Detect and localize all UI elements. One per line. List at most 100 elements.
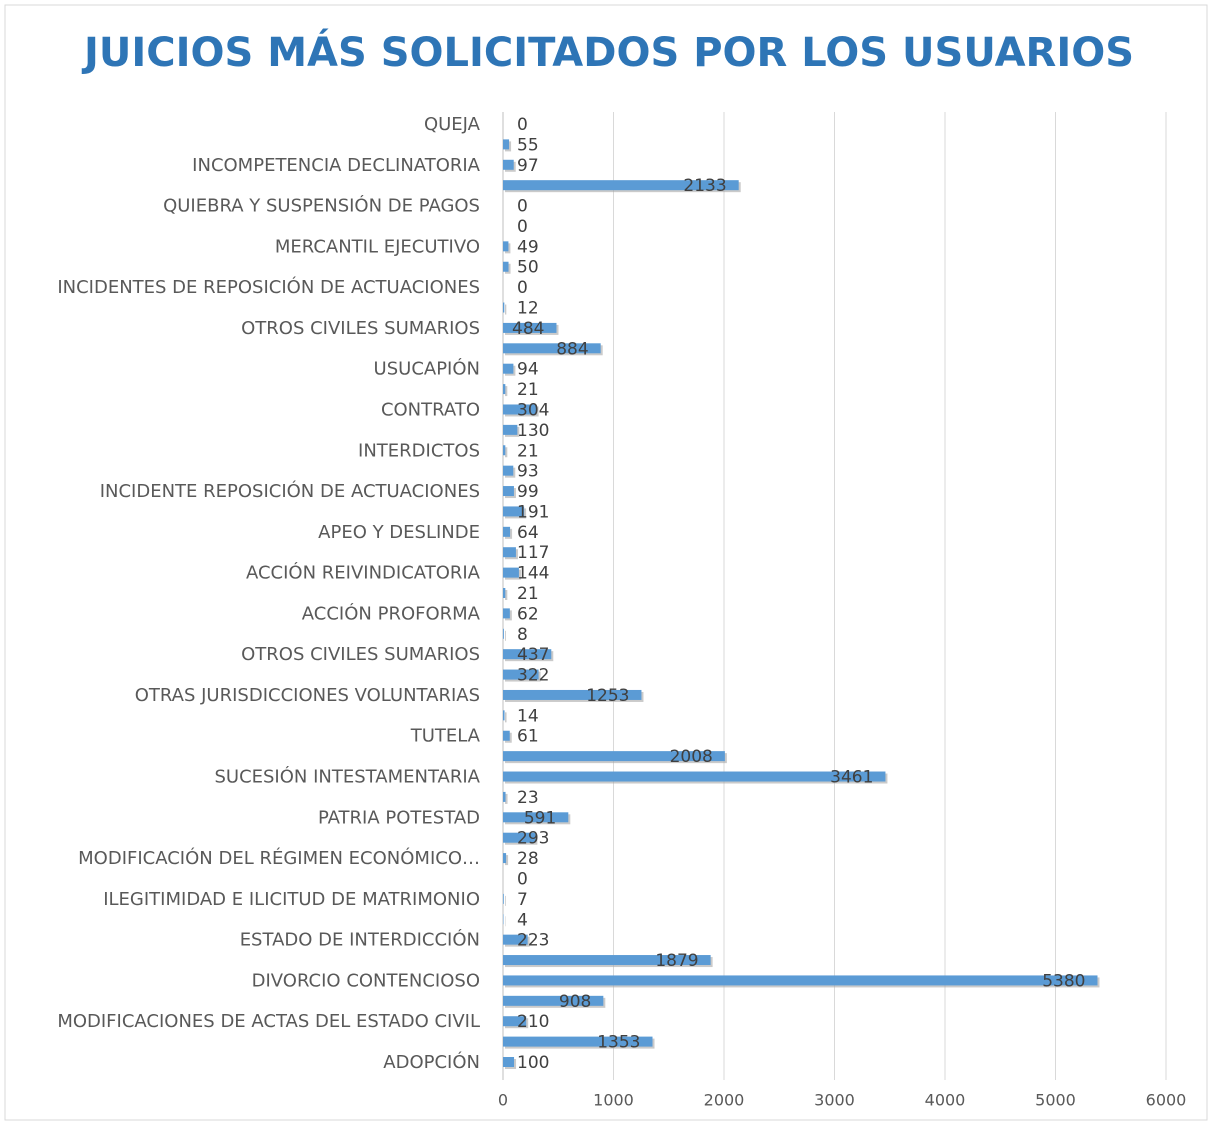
y-tick-label: QUEJA: [424, 114, 481, 135]
value-label: 99: [517, 482, 539, 502]
y-tick-label: MODIFICACIÓN DEL RÉGIMEN ECONÓMICO…: [78, 847, 480, 869]
value-label: 117: [517, 543, 549, 563]
value-label: 0: [517, 217, 528, 237]
x-tick-label: 6000: [1146, 1091, 1187, 1110]
value-label: 908: [559, 992, 591, 1012]
value-label: 12: [517, 299, 539, 319]
value-label: 210: [517, 1012, 549, 1032]
bar: [503, 466, 513, 476]
y-tick-label: CONTRATO: [381, 399, 480, 420]
y-tick-label: ADOPCIÓN: [383, 1051, 480, 1073]
value-label: 591: [524, 808, 556, 828]
value-label: 55: [517, 135, 539, 155]
bar: [503, 445, 505, 455]
x-tick-label: 5000: [1035, 1091, 1076, 1110]
x-tick-label: 3000: [814, 1091, 855, 1110]
value-label: 130: [517, 421, 549, 441]
bar-shadow: [505, 631, 506, 641]
chart-frame: [5, 5, 1207, 1120]
value-label: 293: [517, 829, 549, 849]
bar: [503, 486, 514, 496]
value-label: 28: [517, 849, 539, 869]
value-label: 4: [517, 910, 528, 930]
y-tick-label: INTERDICTOS: [358, 440, 480, 461]
value-label: 21: [517, 380, 539, 400]
y-tick-label: ACCIÓN REIVINDICATORIA: [246, 562, 481, 584]
value-label: 1253: [586, 686, 629, 706]
value-label: 322: [517, 666, 549, 686]
value-label: 5380: [1042, 971, 1085, 991]
value-label: 21: [517, 584, 539, 604]
bar-shadow: [505, 447, 507, 457]
y-tick-label: ILEGITIMIDAD E ILICITUD DE MATRIMONIO: [103, 889, 480, 910]
value-label: 94: [517, 360, 539, 380]
value-label: 0: [517, 115, 528, 135]
bar: [503, 160, 514, 170]
y-tick-label: OTROS CIVILES SUMARIOS: [241, 644, 480, 665]
value-label: 884: [556, 339, 588, 359]
bar: [503, 527, 510, 537]
value-label: 1879: [655, 951, 698, 971]
value-label: 223: [517, 931, 549, 951]
x-tick-label: 0: [498, 1091, 508, 1110]
value-label: 100: [517, 1053, 549, 1073]
y-tick-label: DIVORCIO CONTENCIOSO: [252, 970, 480, 991]
bar: [503, 384, 505, 394]
y-tick-label: PATRIA POTESTAD: [318, 807, 480, 828]
value-label: 23: [517, 788, 539, 808]
bar: [503, 975, 1097, 985]
bar: [503, 547, 516, 557]
y-tick-label: OTROS CIVILES SUMARIOS: [241, 318, 480, 339]
value-label: 21: [517, 441, 539, 461]
value-label: 61: [517, 727, 539, 747]
y-tick-label: INCIDENTES DE REPOSICIÓN DE ACTUACIONES: [57, 276, 480, 298]
bar: [503, 853, 506, 863]
bar: [503, 588, 505, 598]
y-tick-label: ACCIÓN PROFORMA: [302, 602, 481, 624]
bar-shadow: [505, 896, 506, 906]
y-tick-label: INCOMPETENCIA DECLINATORIA: [192, 155, 481, 176]
value-label: 304: [517, 400, 549, 420]
bar: [503, 303, 504, 313]
value-label: 8: [517, 625, 528, 645]
value-label: 484: [512, 319, 544, 339]
y-tick-label: USUCAPIÓN: [374, 358, 480, 380]
y-tick-label: MODIFICACIONES DE ACTAS DEL ESTADO CIVIL: [57, 1011, 480, 1032]
y-tick-label: MERCANTIL EJECUTIVO: [275, 236, 480, 257]
bar: [503, 894, 504, 904]
y-tick-label: ESTADO DE INTERDICCIÓN: [240, 929, 480, 951]
value-label: 7: [517, 890, 528, 910]
value-label: 3461: [830, 768, 873, 788]
value-label: 1353: [597, 1033, 640, 1053]
value-label: 93: [517, 462, 539, 482]
bar: [503, 772, 885, 782]
y-tick-label: QUIEBRA Y SUSPENSIÓN DE PAGOS: [163, 195, 480, 217]
y-tick-label: APEO Y DESLINDE: [318, 522, 480, 543]
x-tick-label: 4000: [925, 1091, 966, 1110]
bar-shadow: [505, 305, 506, 315]
value-label: 2133: [683, 176, 726, 196]
value-label: 0: [517, 197, 528, 217]
value-label: 437: [517, 645, 549, 665]
value-label: 97: [517, 156, 539, 176]
bar: [503, 710, 505, 720]
value-label: 191: [517, 502, 549, 522]
bar: [503, 139, 509, 149]
bar: [503, 241, 508, 251]
y-tick-label: INCIDENTE REPOSICIÓN DE ACTUACIONES: [100, 480, 480, 502]
bar: [503, 364, 513, 374]
value-label: 62: [517, 604, 539, 624]
bar: [503, 1057, 514, 1067]
bar-shadow: [505, 386, 507, 396]
value-label: 0: [517, 869, 528, 889]
value-label: 0: [517, 278, 528, 298]
chart-title: JUICIOS MÁS SOLICITADOS POR LOS USUARIOS: [81, 28, 1134, 76]
bar: [503, 608, 510, 618]
y-tick-label: OTRAS JURISDICCIONES VOLUNTARIAS: [135, 685, 480, 706]
value-label: 50: [517, 258, 539, 278]
bar: [503, 425, 517, 435]
value-label: 49: [517, 237, 539, 257]
bar-shadow: [505, 590, 507, 600]
x-tick-label: 1000: [593, 1091, 634, 1110]
